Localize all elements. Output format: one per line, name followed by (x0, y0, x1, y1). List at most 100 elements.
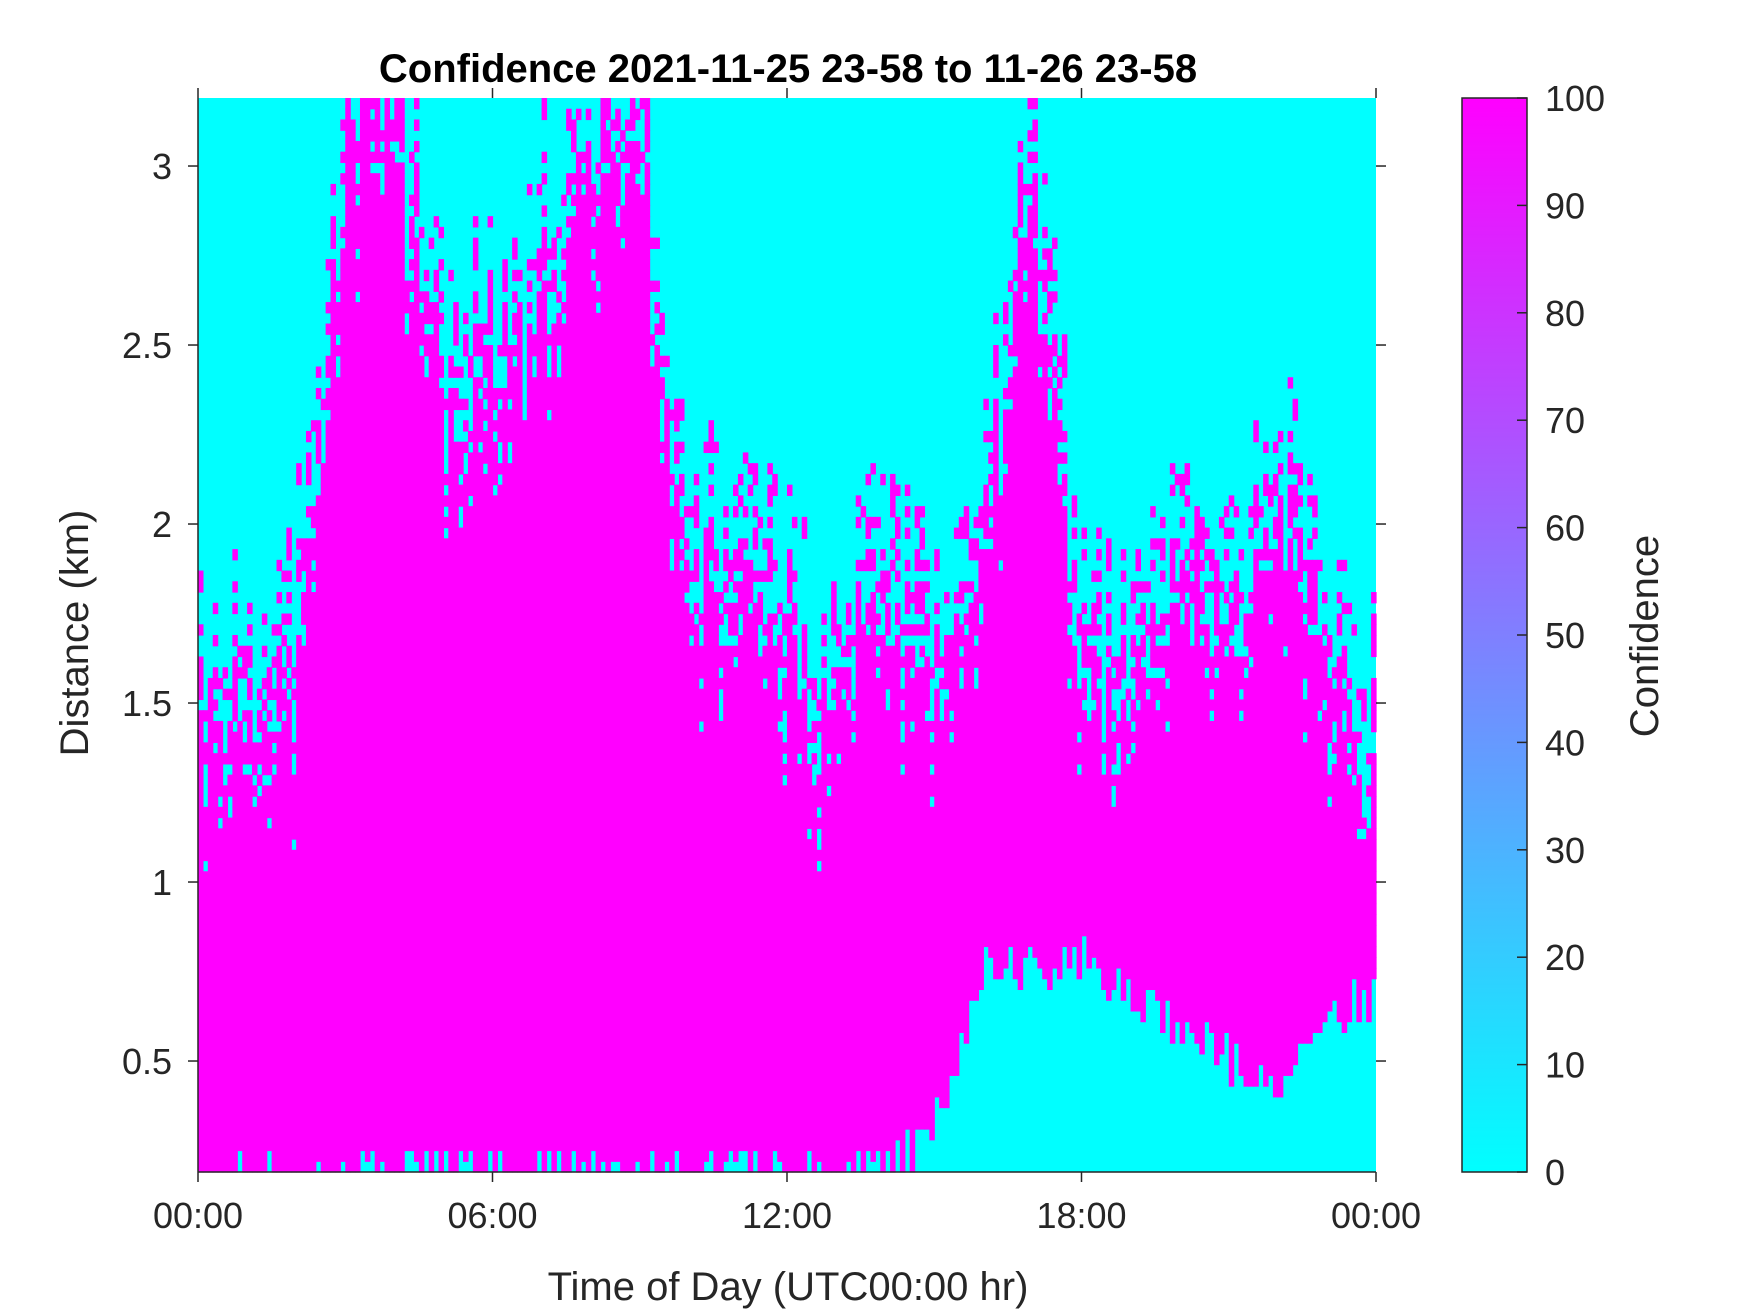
heatmap-cell (364, 699, 371, 711)
heatmap-cell (536, 1118, 543, 1130)
heatmap-cell (502, 387, 508, 400)
heatmap-cell (222, 688, 229, 701)
heatmap-cell (521, 849, 528, 862)
heatmap-cell (423, 720, 430, 733)
heatmap-cell (526, 387, 533, 400)
heatmap-cell (428, 1021, 435, 1033)
heatmap-cell (394, 688, 400, 701)
heatmap-cell (482, 570, 489, 582)
heatmap-cell (477, 871, 484, 883)
heatmap-cell (389, 323, 395, 335)
heatmap-cell (340, 323, 346, 335)
heatmap-cell (384, 914, 391, 926)
heatmap-cell (350, 1161, 356, 1173)
heatmap-cell (428, 613, 435, 625)
heatmap-cell (531, 806, 538, 819)
heatmap-cell (350, 377, 356, 389)
heatmap-cell (369, 1118, 376, 1130)
heatmap-cell (301, 699, 307, 711)
heatmap-cell (409, 484, 415, 496)
heatmap-cell (335, 559, 341, 572)
heatmap-cell (458, 978, 464, 991)
heatmap-cell (517, 946, 523, 958)
heatmap-cell (502, 592, 508, 604)
heatmap-cell (399, 108, 405, 121)
heatmap-cell (345, 774, 351, 786)
heatmap-cell (453, 989, 459, 1001)
heatmap-cell (222, 989, 229, 1001)
heatmap-cell (531, 1000, 538, 1012)
heatmap-cell (355, 1043, 361, 1055)
heatmap-cell (453, 806, 459, 819)
heatmap-cell (384, 398, 391, 411)
heatmap-cell (222, 1010, 229, 1023)
heatmap-cell (330, 1107, 337, 1119)
heatmap-cell (330, 677, 337, 690)
heatmap-cell (355, 645, 361, 658)
heatmap-cell (286, 1032, 292, 1044)
heatmap-cell (384, 495, 391, 507)
heatmap-cell (433, 1118, 440, 1130)
heatmap-cell (492, 1118, 499, 1130)
heatmap-cell (428, 903, 435, 915)
heatmap-cell (512, 430, 518, 443)
heatmap-cell (364, 226, 371, 239)
heatmap-cell (536, 645, 543, 658)
heatmap-cell (281, 742, 287, 754)
heatmap-cell (232, 1010, 238, 1023)
heatmap-cell (497, 1107, 503, 1119)
heatmap-cell (502, 420, 508, 432)
heatmap-cell (394, 463, 400, 475)
heatmap-cell (463, 1000, 469, 1012)
heatmap-cell (536, 978, 543, 991)
heatmap-cell (359, 549, 366, 561)
heatmap-cell (242, 1107, 248, 1119)
heatmap-cell (237, 1053, 243, 1066)
heatmap-cell (232, 602, 238, 615)
heatmap-cell (350, 183, 356, 196)
heatmap-cell (463, 559, 469, 572)
heatmap-cell (521, 1139, 528, 1152)
heatmap-cell (276, 978, 283, 991)
heatmap-cell (325, 817, 332, 829)
heatmap-cell (502, 602, 508, 615)
heatmap-cell (463, 592, 469, 604)
heatmap-cell (359, 613, 366, 625)
heatmap-cell (423, 688, 430, 701)
heatmap-cell (330, 710, 337, 722)
heatmap-cell (237, 1107, 243, 1119)
heatmap-cell (541, 688, 548, 701)
heatmap-cell (502, 796, 508, 808)
heatmap-cell (526, 903, 533, 915)
heatmap-cell (517, 473, 523, 486)
heatmap-cell (330, 377, 337, 389)
heatmap-cell (399, 302, 405, 314)
heatmap-cell (448, 1096, 454, 1109)
heatmap-cell (364, 140, 371, 153)
heatmap-cell (227, 978, 233, 991)
heatmap-cell (325, 1139, 332, 1152)
heatmap-cell (482, 667, 489, 679)
heatmap-cell (355, 1129, 361, 1141)
heatmap-cell (198, 924, 204, 937)
heatmap-cell (389, 1129, 395, 1141)
heatmap-cell (467, 1064, 474, 1076)
heatmap-cell (379, 656, 386, 668)
heatmap-cell (291, 1129, 297, 1141)
heatmap-cell (296, 1000, 302, 1012)
heatmap-cell (296, 892, 302, 905)
heatmap-cell (359, 205, 366, 217)
heatmap-cell (463, 892, 469, 905)
heatmap-cell (247, 624, 253, 636)
heatmap-cell (413, 430, 420, 443)
heatmap-cell (472, 1064, 479, 1076)
heatmap-cell (350, 710, 356, 722)
heatmap-cell (507, 699, 513, 711)
heatmap-cell (369, 946, 376, 958)
heatmap-cell (394, 377, 400, 389)
heatmap-cell (409, 334, 415, 346)
heatmap-cell (409, 377, 415, 389)
heatmap-cell (433, 302, 440, 314)
heatmap-cell (325, 538, 332, 550)
heatmap-cell (399, 1129, 405, 1141)
